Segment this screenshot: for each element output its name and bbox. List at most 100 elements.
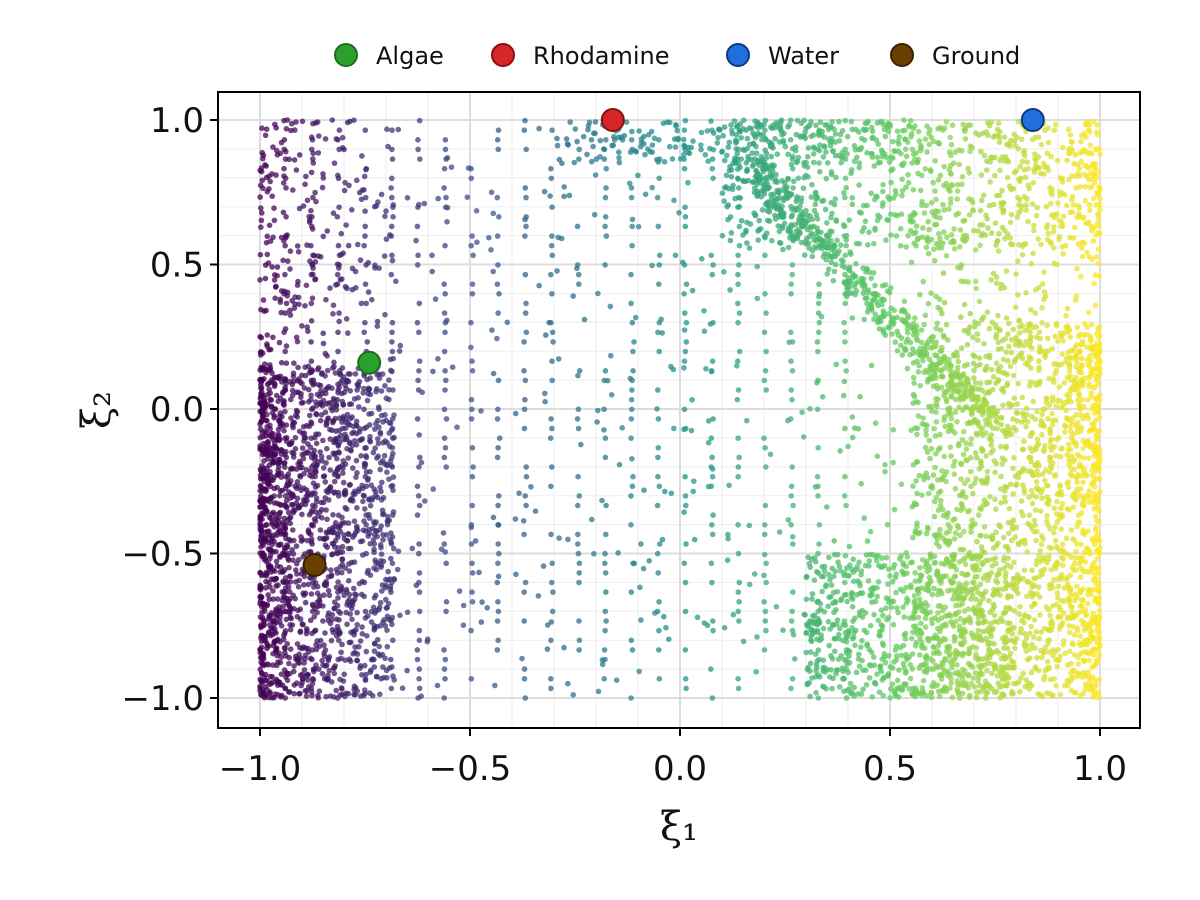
- cloud-point: [292, 507, 298, 513]
- cloud-point: [811, 577, 818, 583]
- cloud-point: [1096, 537, 1103, 544]
- cloud-point: [952, 635, 958, 641]
- cloud-point: [855, 578, 861, 584]
- legend-marker: [726, 43, 750, 67]
- cloud-point: [921, 210, 928, 216]
- cloud-point: [1023, 207, 1029, 213]
- cloud-point: [932, 158, 938, 164]
- cloud-point: [1065, 484, 1072, 491]
- cloud-point: [260, 433, 266, 440]
- cloud-point: [920, 415, 926, 421]
- cloud-point: [922, 615, 929, 622]
- cloud-point: [1085, 528, 1091, 534]
- cloud-point: [888, 211, 894, 217]
- cloud-point: [355, 241, 361, 248]
- cloud-point: [1054, 157, 1061, 164]
- cloud-point: [285, 482, 292, 488]
- cloud-point: [1063, 407, 1069, 414]
- cloud-point: [982, 695, 989, 701]
- cloud-point: [1072, 560, 1078, 566]
- cloud-point: [371, 486, 377, 492]
- cloud-point: [880, 612, 886, 619]
- cloud-point: [1054, 491, 1061, 497]
- cloud-point: [926, 437, 932, 444]
- cloud-point: [263, 429, 270, 436]
- cloud-point: [1091, 586, 1097, 593]
- cloud-point: [275, 426, 282, 433]
- cloud-point: [960, 671, 967, 678]
- cloud-point: [358, 453, 364, 459]
- cloud-point: [1062, 682, 1068, 689]
- cloud-point: [1085, 651, 1092, 657]
- cloud-point: [885, 194, 891, 200]
- cloud-point: [318, 506, 325, 513]
- cloud-point: [1070, 431, 1076, 438]
- cloud-point: [265, 592, 272, 598]
- cloud-point: [300, 430, 306, 437]
- cloud-point: [1086, 202, 1093, 208]
- cloud-point: [835, 551, 841, 558]
- cloud-point: [736, 223, 743, 230]
- cloud-point: [344, 446, 350, 452]
- cloud-point: [329, 612, 336, 618]
- cloud-point: [364, 339, 371, 345]
- cloud-point: [1072, 297, 1079, 304]
- cloud-point: [276, 456, 283, 463]
- cloud-point: [849, 195, 856, 201]
- cloud-point: [970, 522, 976, 528]
- cloud-point: [335, 449, 342, 455]
- cloud-point: [1020, 446, 1027, 453]
- cloud-point: [988, 633, 995, 640]
- cloud-point: [973, 430, 980, 437]
- cloud-point: [1052, 562, 1059, 569]
- cloud-point: [1086, 374, 1093, 381]
- cloud-point: [993, 529, 999, 535]
- cloud-point: [367, 468, 373, 475]
- cloud-point: [1011, 359, 1018, 365]
- cloud-point: [345, 371, 352, 377]
- cloud-point: [302, 590, 309, 597]
- cloud-point: [1029, 500, 1036, 507]
- cloud-point: [1011, 608, 1018, 614]
- cloud-point: [1031, 227, 1037, 234]
- cloud-point: [257, 182, 264, 189]
- cloud-point: [794, 117, 801, 124]
- cloud-point: [1081, 649, 1087, 655]
- cloud-point: [1058, 576, 1064, 582]
- cloud-point: [1047, 585, 1053, 592]
- cloud-point: [768, 153, 775, 160]
- cloud-point: [926, 574, 933, 581]
- cloud-point: [837, 625, 843, 632]
- cloud-point: [263, 126, 270, 132]
- cloud-point: [995, 120, 1002, 126]
- cloud-point: [320, 171, 326, 177]
- cloud-point: [850, 556, 856, 563]
- cloud-point: [971, 353, 978, 360]
- cloud-point: [1033, 629, 1039, 635]
- cloud-point: [363, 648, 370, 655]
- cloud-point: [1057, 548, 1064, 555]
- cloud-point: [308, 536, 315, 542]
- cloud-point: [896, 667, 902, 673]
- cloud-point: [265, 480, 271, 487]
- cloud-point: [919, 685, 926, 691]
- cloud-point: [283, 422, 290, 428]
- cloud-point: [289, 392, 296, 399]
- cloud-point: [828, 582, 835, 588]
- cloud-point: [958, 507, 964, 514]
- cloud-point: [863, 629, 870, 636]
- cloud-point: [829, 210, 835, 217]
- cloud-point: [274, 264, 281, 270]
- cloud-point: [371, 622, 378, 629]
- cloud-point: [1090, 195, 1097, 202]
- cloud-point: [1010, 465, 1016, 472]
- cloud-point: [952, 458, 958, 465]
- cloud-point: [1033, 537, 1039, 544]
- cloud-point: [1029, 430, 1035, 436]
- cloud-point: [914, 431, 920, 438]
- cloud-point: [1050, 652, 1056, 659]
- cloud-point: [290, 527, 296, 533]
- cloud-point: [962, 238, 968, 244]
- cloud-point: [1049, 410, 1055, 417]
- cloud-point: [988, 442, 994, 448]
